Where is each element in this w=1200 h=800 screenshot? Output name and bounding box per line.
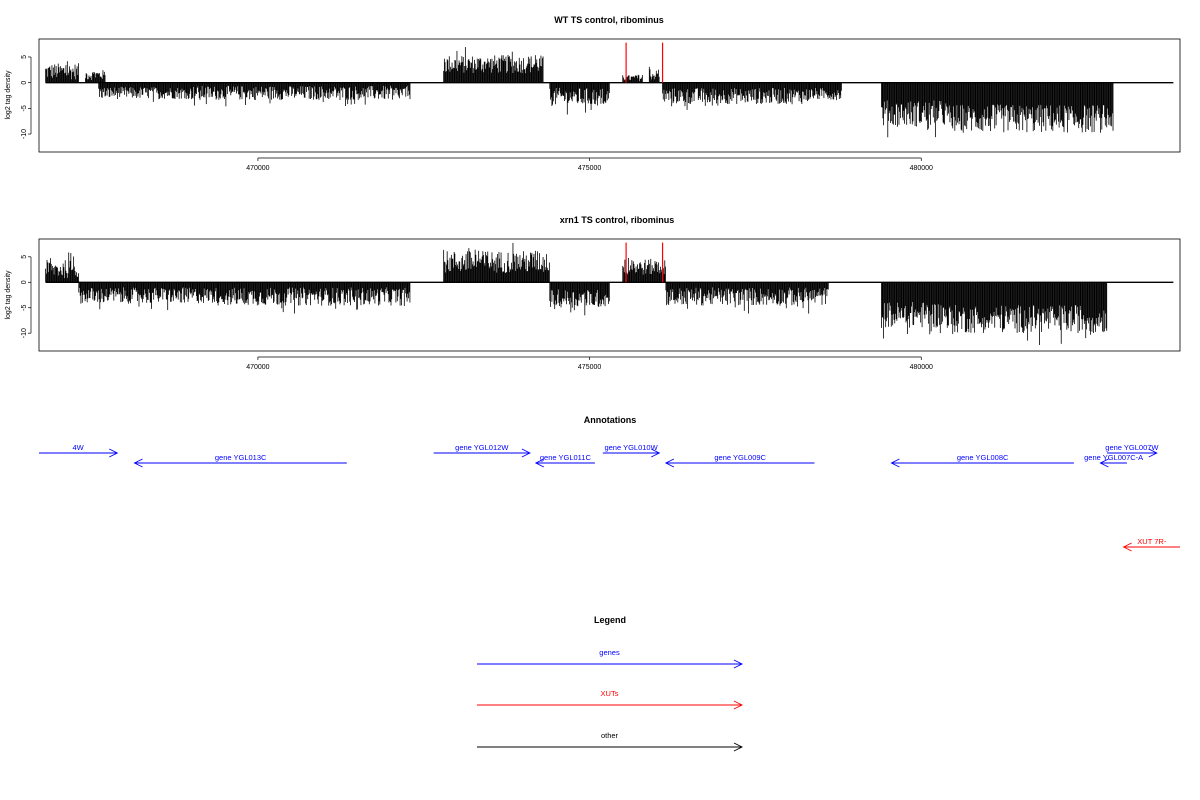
annotation-feature: gene YGL013C <box>133 453 347 468</box>
wt-track-panel: WT TS control, ribominus log2 tag densit… <box>5 15 1181 172</box>
wt-track-title: WT TS control, ribominus <box>554 15 664 25</box>
x-tick-label: 475000 <box>578 364 601 371</box>
feature-label: gene YGL007C-A <box>1084 453 1143 462</box>
annotation-feature: 4W <box>39 443 119 458</box>
y-tick-label: 0 <box>21 81 28 85</box>
xrn1-y-axis-label: log2 tag density <box>5 270 12 320</box>
feature-label: XUT 7R- <box>1137 537 1167 546</box>
legend-label: XUTs <box>601 689 619 698</box>
wt-marker-lines <box>625 42 664 83</box>
y-tick-label: -10 <box>21 328 28 338</box>
feature-label: 4W <box>73 443 85 452</box>
legend-entry: XUTs <box>477 689 744 710</box>
xrn1-marker-lines <box>625 242 664 283</box>
xrn1-density-bars <box>45 242 1108 345</box>
feature-label: gene YGL009C <box>714 453 766 462</box>
feature-arrowhead <box>534 458 545 468</box>
xrn1-x-axis: 470000 475000 480000 <box>246 356 933 371</box>
annotation-feature: gene YGL011C <box>534 453 595 468</box>
annotation-feature: gene YGL007W <box>1105 443 1159 458</box>
legend-arrowhead <box>733 742 744 752</box>
feature-label: gene YGL011C <box>540 453 592 462</box>
feature-arrowhead <box>664 458 675 468</box>
feature-label: gene YGL008C <box>957 453 1009 462</box>
wt-density-bars <box>45 47 1114 138</box>
y-tick-label: 5 <box>21 255 28 259</box>
feature-arrowhead <box>133 458 143 468</box>
legend-label: genes <box>599 648 620 657</box>
y-tick-label: -5 <box>21 305 28 311</box>
legend-entries: genes XUTs other <box>477 648 744 752</box>
legend-title: Legend <box>594 615 626 625</box>
xrn1-track-panel: xrn1 TS control, ribominus log2 tag dens… <box>5 215 1181 371</box>
legend-panel: Legend genes XUTs other <box>477 615 744 752</box>
annotation-feature: XUT 7R- <box>1122 537 1180 552</box>
wt-x-axis: 470000 475000 480000 <box>246 157 933 172</box>
feature-arrowhead <box>1099 458 1109 468</box>
feature-arrowhead <box>651 448 661 458</box>
wt-plot-frame <box>38 38 1181 153</box>
feature-arrowhead <box>521 448 531 458</box>
legend-label: other <box>601 731 619 740</box>
y-tick-label: 0 <box>21 280 28 284</box>
x-tick-label: 470000 <box>246 165 269 172</box>
xrn1-plot-frame <box>38 238 1181 352</box>
feature-arrowhead <box>109 448 119 458</box>
legend-arrowhead <box>733 659 744 669</box>
annotation-feature: gene YGL010W <box>602 443 661 458</box>
annotations-title: Annotations <box>584 415 637 425</box>
legend-arrowhead <box>733 700 744 710</box>
feature-arrowhead <box>1148 448 1158 458</box>
feature-arrowhead <box>1122 542 1132 552</box>
feature-label: gene YGL012W <box>455 443 509 452</box>
annotation-features: 4W gene YGL013C gene YGL012W gene YGL011C ge… <box>39 443 1180 552</box>
wt-y-axis-label: log2 tag density <box>5 70 12 120</box>
x-tick-label: 475000 <box>578 165 601 172</box>
annotation-feature: gene YGL012W <box>433 443 531 458</box>
x-tick-label: 480000 <box>910 364 933 371</box>
annotations-panel: Annotations 4W gene YGL013C gene YGL012W ge… <box>39 415 1180 552</box>
feature-arrowhead <box>890 458 900 468</box>
y-tick-label: -10 <box>21 129 28 139</box>
annotation-feature: gene YGL008C <box>890 453 1074 468</box>
legend-entry: other <box>477 731 744 752</box>
wt-y-axis: 5 0 -5 -10 <box>21 55 32 139</box>
y-tick-label: -5 <box>21 105 28 111</box>
annotation-feature: gene YGL007C-A <box>1084 453 1143 468</box>
xrn1-y-axis: 5 0 -5 -10 <box>21 255 32 338</box>
annotation-feature: gene YGL009C <box>664 453 815 468</box>
feature-label: gene YGL007W <box>1105 443 1159 452</box>
feature-label: gene YGL013C <box>215 453 267 462</box>
feature-label: gene YGL010W <box>604 443 658 452</box>
xrn1-track-title: xrn1 TS control, ribominus <box>560 215 675 225</box>
legend-entry: genes <box>477 648 744 669</box>
x-tick-label: 470000 <box>246 364 269 371</box>
y-tick-label: 5 <box>21 55 28 59</box>
x-tick-label: 480000 <box>910 165 933 172</box>
